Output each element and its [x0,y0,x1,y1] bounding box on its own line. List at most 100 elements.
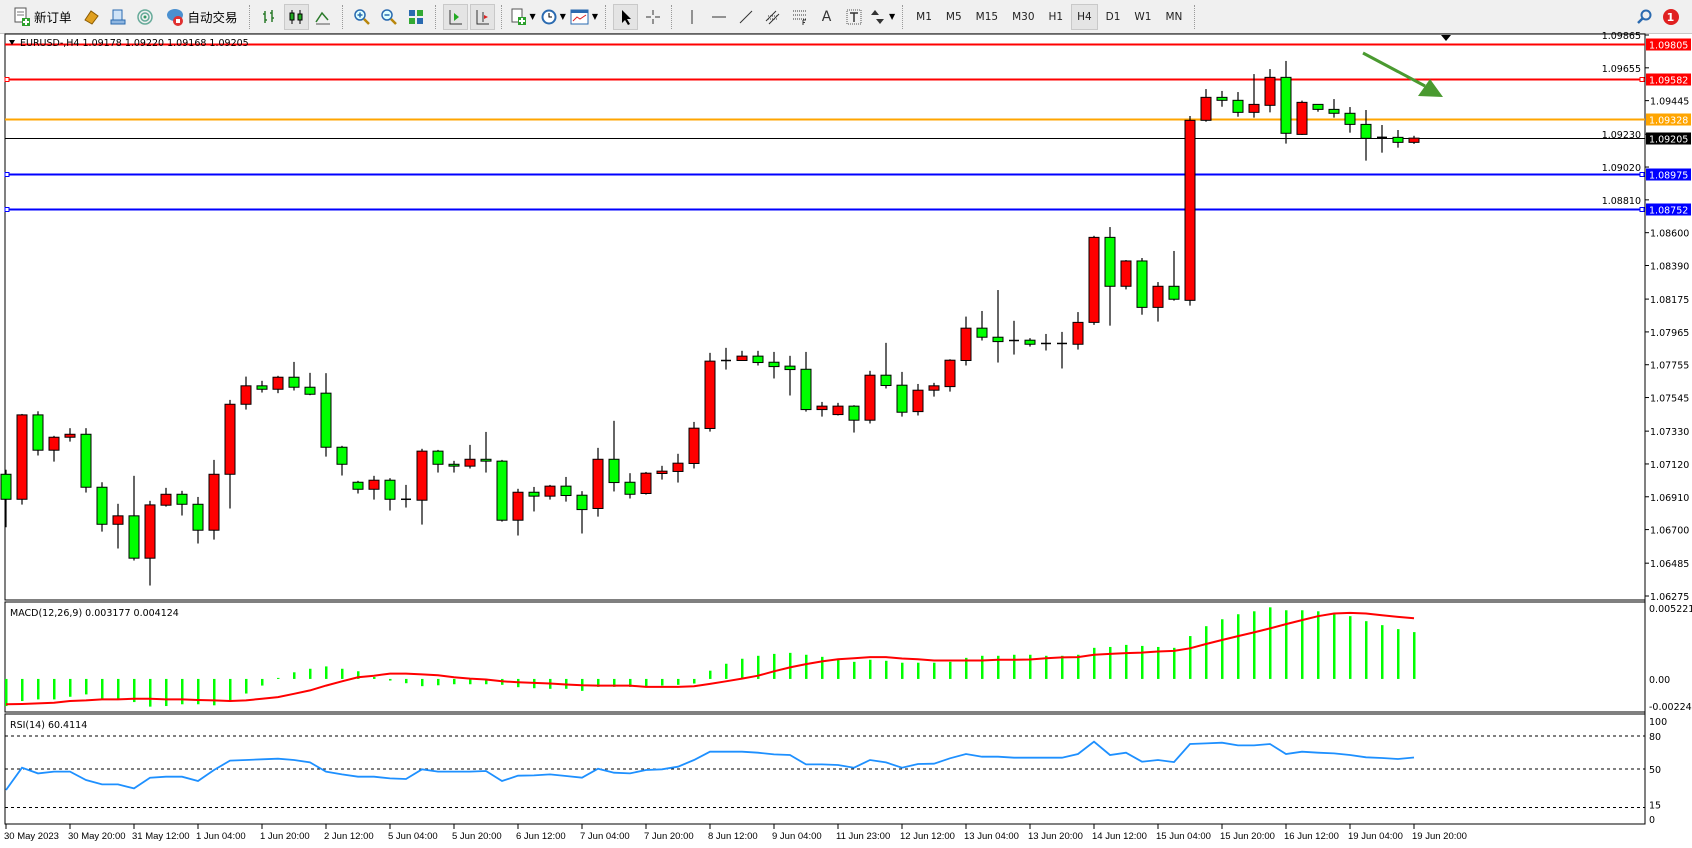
macd-histogram-bar [1317,611,1320,679]
equidistant-channel-button[interactable] [760,4,785,30]
zoom-in-button[interactable] [350,4,375,30]
candle [640,471,652,495]
candle [1328,99,1340,118]
trendline-button[interactable] [733,4,758,30]
timeframe-d1[interactable]: D1 [1105,10,1121,23]
timeframe-m30[interactable]: M30 [1012,10,1035,23]
signals-button[interactable] [133,4,158,30]
toolbar-separator [902,4,904,29]
candle [1120,260,1132,290]
macd-histogram-bar [133,678,136,703]
chart-shift-button[interactable] [469,3,495,30]
candle [368,475,380,500]
text-label-button[interactable] [841,4,866,30]
bar-chart-button[interactable] [257,4,282,30]
candle-body [816,405,828,411]
timeframe-m15[interactable]: M15 [975,10,999,23]
auto-trading-button[interactable]: 自动交易 [160,4,243,30]
text-tool-button[interactable]: A [814,4,839,30]
candle [48,435,60,462]
arrow-head-icon [1418,79,1443,97]
templates-button[interactable]: ▼ [569,4,599,30]
line-chart-button[interactable] [311,4,336,30]
market-watch-icon [110,9,126,24]
candle-body [864,374,876,421]
tile-windows-button[interactable] [404,4,429,30]
horizontal-line-button[interactable] [706,4,731,30]
indicators-button[interactable]: ▼ [509,4,537,30]
macd-histogram-bar [1301,610,1304,679]
market-watch-button[interactable] [106,4,131,30]
zoom-out-button[interactable] [377,4,402,30]
candle-body [480,458,492,462]
macd-histogram-bar [1413,632,1416,679]
chart-shift-marker-icon[interactable] [1441,35,1451,41]
line-handle[interactable] [4,172,10,177]
timeframe-m1[interactable]: M1 [916,10,932,23]
candle-body [16,414,28,500]
macd-histogram-bar [341,668,344,679]
line-handle[interactable] [4,207,10,212]
timeframe-m5[interactable]: M5 [945,10,962,23]
time-label: 1 Jun 20:00 [260,831,310,842]
periods-button[interactable]: ▼ [539,4,567,30]
auto-scroll-button[interactable] [442,3,468,30]
notifications-button[interactable]: 1 [1658,4,1683,30]
candle [64,428,76,442]
line-handle[interactable] [1639,172,1645,177]
candle-body [432,450,444,465]
add-indicator-icon [511,8,526,25]
arrows-button[interactable]: ▼ [868,4,896,30]
templates-icon [570,9,589,24]
macd-histogram-bar [1349,616,1352,679]
macd-histogram-bar [917,662,920,679]
line-handle[interactable] [1639,207,1645,212]
candle-body [144,504,156,559]
macd-histogram-bar [85,678,88,695]
crosshair-button[interactable] [640,4,665,30]
candle [32,411,44,456]
gold-button[interactable] [79,4,104,30]
timeframe-h1[interactable]: H1 [1048,10,1064,23]
time-label: 30 May 20:00 [68,831,126,842]
trend-arrow-drawing[interactable] [1362,51,1443,97]
price-tag-label: 1.09582 [1649,76,1688,87]
new-order-button[interactable]: 新订单 [8,4,77,30]
candle-body [160,493,172,506]
timeframe-h4[interactable]: H4 [1071,3,1098,30]
chart-menu-triangle-icon[interactable] [9,40,15,45]
macd-histogram-bar [1093,647,1096,679]
rsi-axis-label: 0 [1649,815,1655,826]
macd-histogram-bar [645,678,648,687]
candle [688,421,700,469]
candle-body [1344,112,1356,125]
search-button[interactable] [1631,4,1656,30]
candlestick-chart-button[interactable] [283,3,309,30]
candle-body [992,336,1004,343]
candle [560,476,572,502]
price-tick-label: 1.08810 [1602,196,1641,207]
candle [512,488,524,536]
candle [1009,320,1019,355]
candle-body [896,384,908,413]
line-handle[interactable] [1639,77,1645,82]
price-tick-label: 1.07965 [1650,328,1689,339]
cursor-button[interactable] [613,3,638,30]
candle-body [1408,137,1420,143]
price-axis[interactable]: 1.09865 1.09655 1.09445 1.09230 1.09020 1.088… [1602,31,1691,603]
notification-badge: 1 [1662,9,1679,25]
macd-histogram-bar [325,666,328,679]
macd-histogram-bar [37,678,40,700]
vertical-line-button[interactable] [679,4,704,30]
candle [304,372,316,396]
candle [1168,250,1180,301]
candle [896,371,908,417]
horizontal-lines[interactable] [4,43,1645,212]
timeframe-w1[interactable]: W1 [1134,10,1152,23]
fibonacci-button[interactable] [787,4,812,30]
line-handle[interactable] [4,77,10,82]
timeframe-mn[interactable]: MN [1165,10,1183,23]
new-order-label: 新订单 [34,10,72,25]
time-label: 6 Jun 12:00 [516,831,566,842]
